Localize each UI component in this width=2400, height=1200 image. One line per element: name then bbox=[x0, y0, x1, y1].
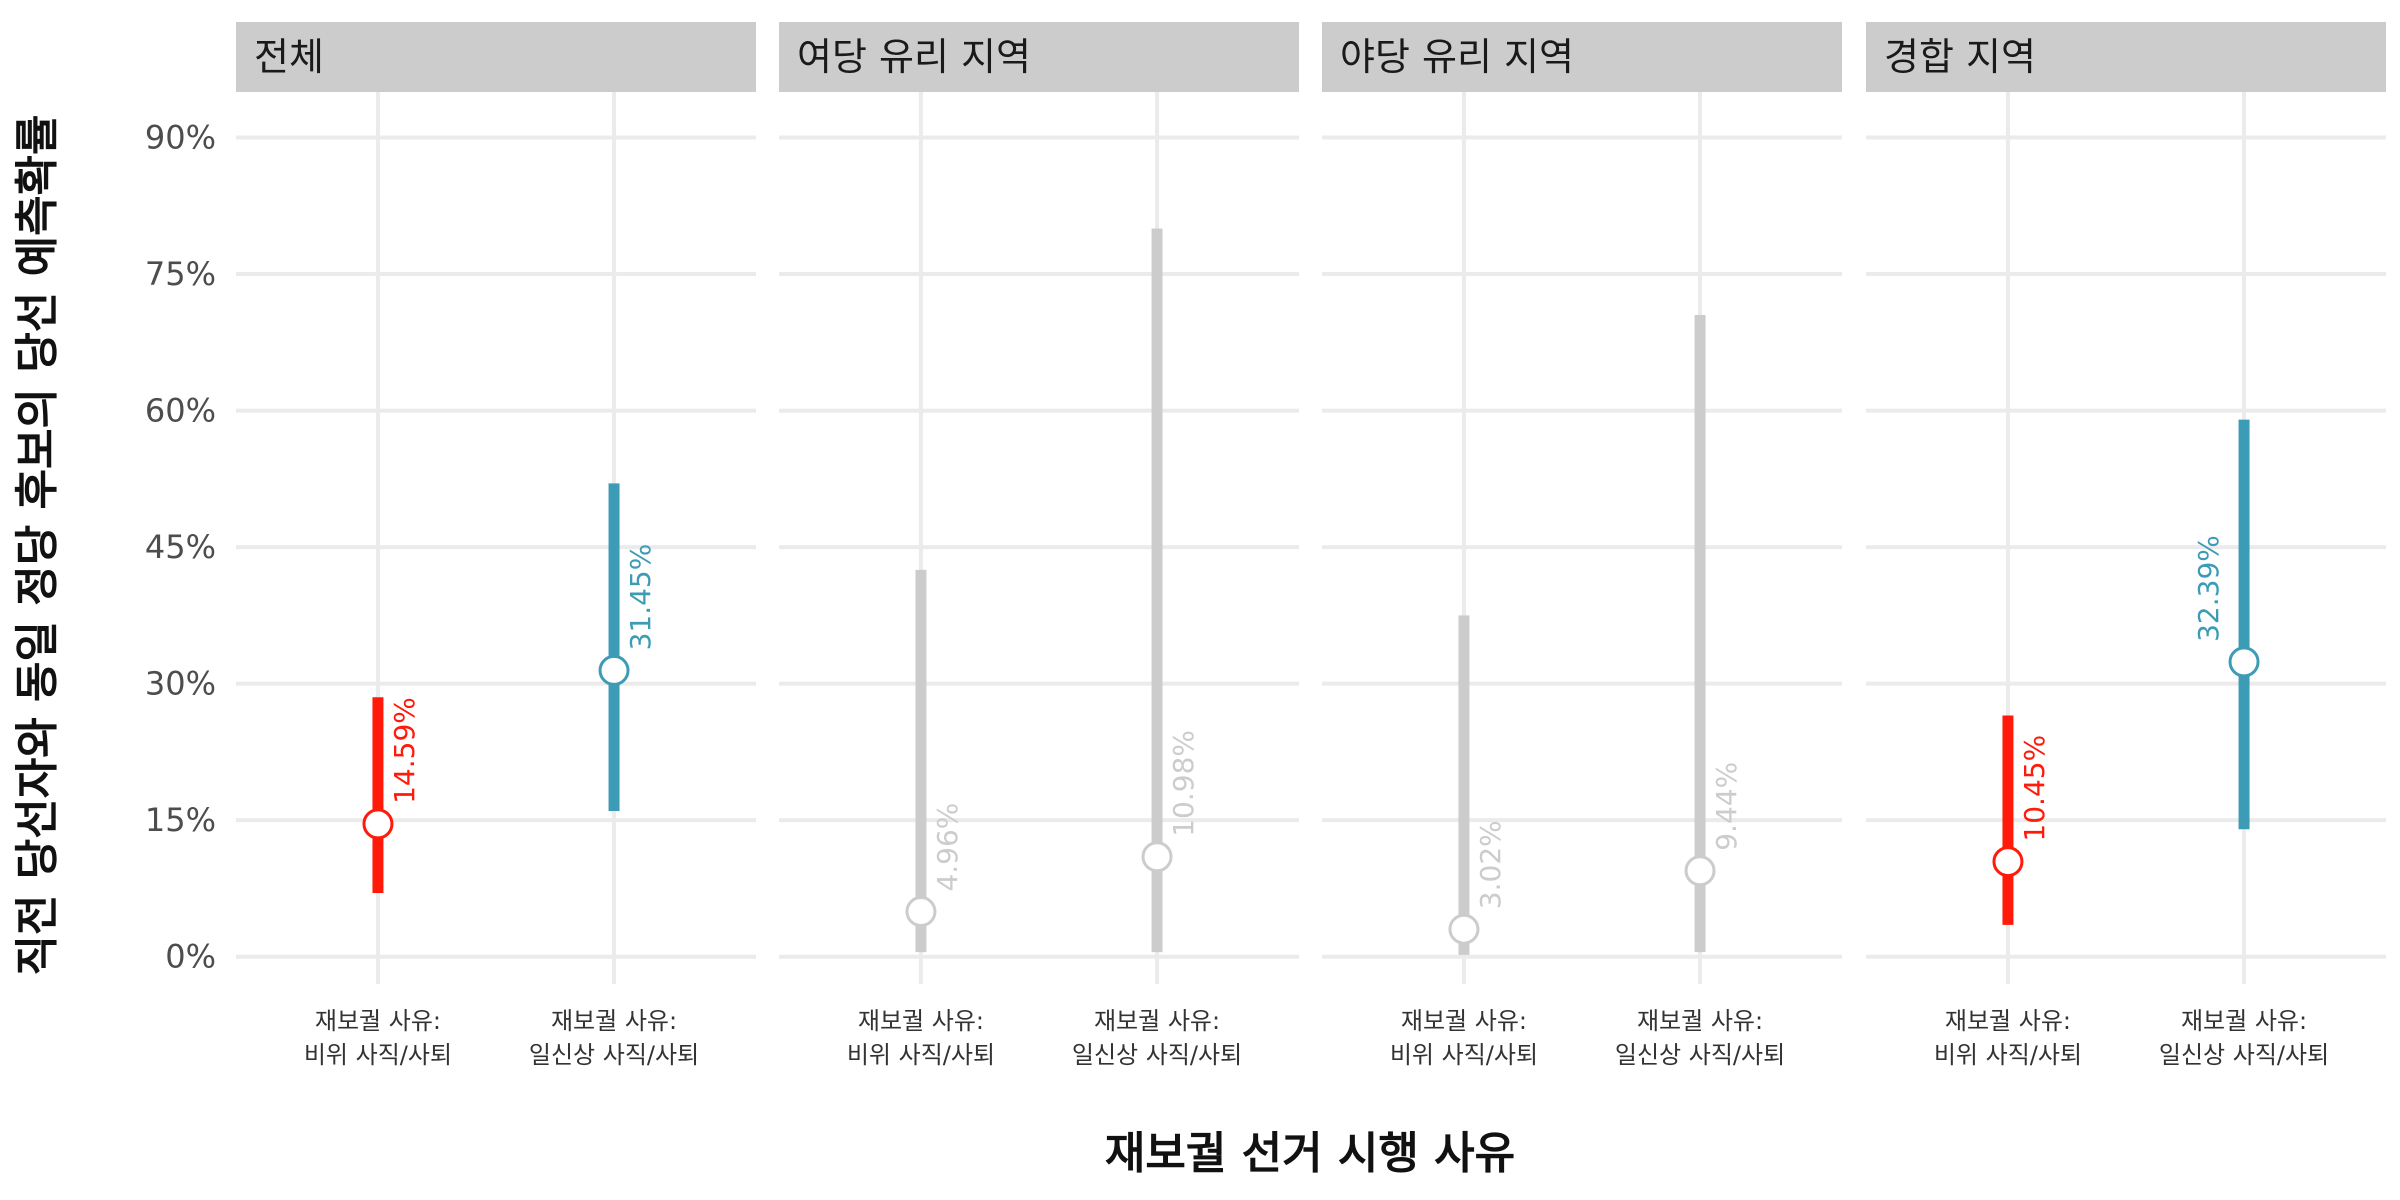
data-value-label: 10.45% bbox=[2018, 735, 2051, 842]
y-axis-title: 직전 당선자와 동일 정당 후보의 당선 예측확률 bbox=[12, 114, 63, 975]
y-tick-label: 15% bbox=[145, 801, 216, 839]
facet-strip bbox=[1866, 22, 2386, 92]
y-tick-label: 30% bbox=[145, 665, 216, 703]
x-tick-label: 재보궐 사유: bbox=[551, 1007, 677, 1035]
y-tick-label: 60% bbox=[145, 392, 216, 430]
x-tick-label: 일신상 사직/사퇴 bbox=[2159, 1041, 2329, 1069]
point-estimate-marker bbox=[598, 654, 630, 686]
x-tick-label: 비위 사직/사퇴 bbox=[1390, 1041, 1538, 1069]
point-estimate-marker bbox=[905, 896, 937, 928]
facet-title: 경합 지역 bbox=[1884, 35, 2036, 79]
data-value-label: 10.98% bbox=[1167, 730, 1200, 837]
y-tick-label: 90% bbox=[145, 119, 216, 157]
data-value-label: 32.39% bbox=[2192, 535, 2225, 642]
facet-title: 전체 bbox=[254, 35, 324, 79]
x-tick-label: 재보궐 사유: bbox=[858, 1007, 984, 1035]
x-tick-label: 비위 사직/사퇴 bbox=[847, 1041, 995, 1069]
x-tick-label: 재보궐 사유: bbox=[1401, 1007, 1527, 1035]
point-estimate-marker bbox=[362, 808, 394, 840]
x-tick-label: 비위 사직/사퇴 bbox=[304, 1041, 452, 1069]
x-tick-label: 일신상 사직/사퇴 bbox=[529, 1041, 699, 1069]
point-estimate-marker bbox=[1684, 855, 1716, 887]
y-axis-ticks: 0% 15% 30% 45% 60% 75% 90% bbox=[145, 119, 216, 976]
facet-strip bbox=[779, 22, 1299, 92]
data-value-label: 3.02% bbox=[1474, 820, 1507, 909]
x-tick-label: 재보궐 사유: bbox=[315, 1007, 441, 1035]
facet-strip bbox=[1322, 22, 1842, 92]
x-tick-label: 재보궐 사유: bbox=[1094, 1007, 1220, 1035]
y-tick-label: 0% bbox=[165, 938, 216, 976]
data-value-label: 31.45% bbox=[624, 544, 657, 651]
x-tick-label: 일신상 사직/사퇴 bbox=[1615, 1041, 1785, 1069]
facet-title: 여당 유리 지역 bbox=[797, 35, 1031, 79]
point-estimate-marker bbox=[1448, 913, 1480, 945]
y-tick-label: 75% bbox=[145, 255, 216, 293]
x-tick-label: 재보궐 사유: bbox=[1945, 1007, 2071, 1035]
point-estimate-marker bbox=[2228, 646, 2260, 678]
point-estimate-marker bbox=[1992, 846, 2024, 878]
data-value-label: 9.44% bbox=[1710, 762, 1743, 851]
point-estimate-marker bbox=[1141, 841, 1173, 873]
facet-strip bbox=[236, 22, 756, 92]
data-value-label: 4.96% bbox=[931, 803, 964, 892]
x-tick-label: 일신상 사직/사퇴 bbox=[1072, 1041, 1242, 1069]
x-tick-label: 비위 사직/사퇴 bbox=[1934, 1041, 2082, 1069]
y-tick-label: 45% bbox=[145, 528, 216, 566]
facet-title: 야당 유리 지역 bbox=[1340, 35, 1574, 79]
x-tick-label: 재보궐 사유: bbox=[2181, 1007, 2307, 1035]
x-axis-title: 재보궐 선거 시행 사유 bbox=[1105, 1128, 1515, 1179]
x-tick-label: 재보궐 사유: bbox=[1637, 1007, 1763, 1035]
data-value-label: 14.59% bbox=[388, 697, 421, 804]
